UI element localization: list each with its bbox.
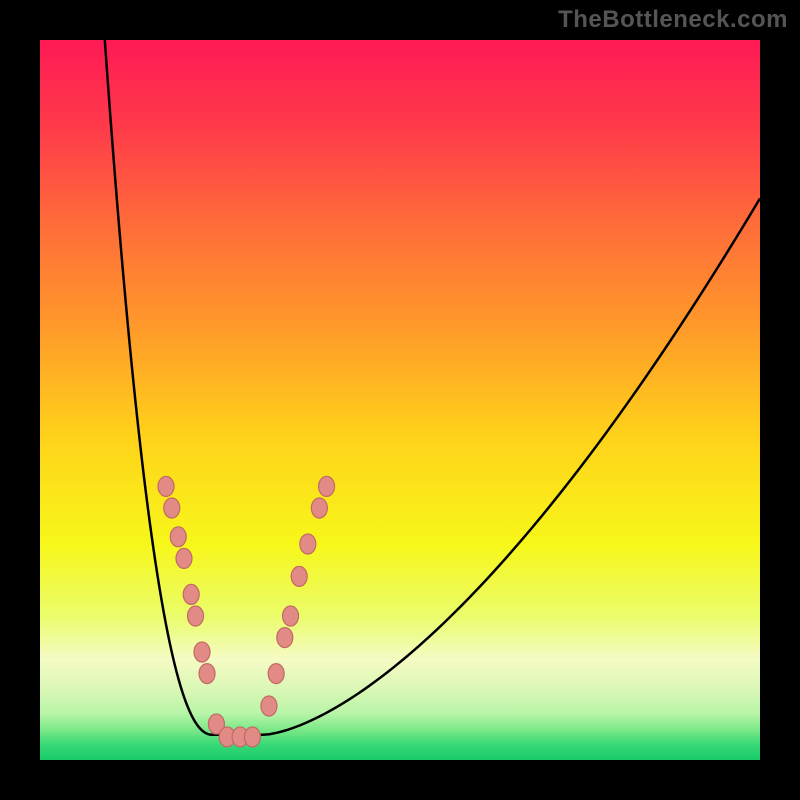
data-marker (158, 476, 174, 496)
outer-frame: TheBottleneck.com (0, 0, 800, 800)
data-marker (268, 664, 284, 684)
data-marker (176, 548, 192, 568)
watermark-text: TheBottleneck.com (558, 6, 788, 34)
data-marker (194, 642, 210, 662)
data-marker (164, 498, 180, 518)
data-marker (261, 696, 277, 716)
data-marker (199, 664, 215, 684)
data-marker (300, 534, 316, 554)
data-marker (311, 498, 327, 518)
data-marker (283, 606, 299, 626)
plot-background (40, 40, 760, 760)
bottleneck-chart (0, 0, 800, 800)
data-marker (188, 606, 204, 626)
data-marker (319, 476, 335, 496)
data-marker (244, 727, 260, 747)
data-marker (183, 584, 199, 604)
data-marker (291, 566, 307, 586)
data-marker (170, 527, 186, 547)
data-marker (277, 628, 293, 648)
